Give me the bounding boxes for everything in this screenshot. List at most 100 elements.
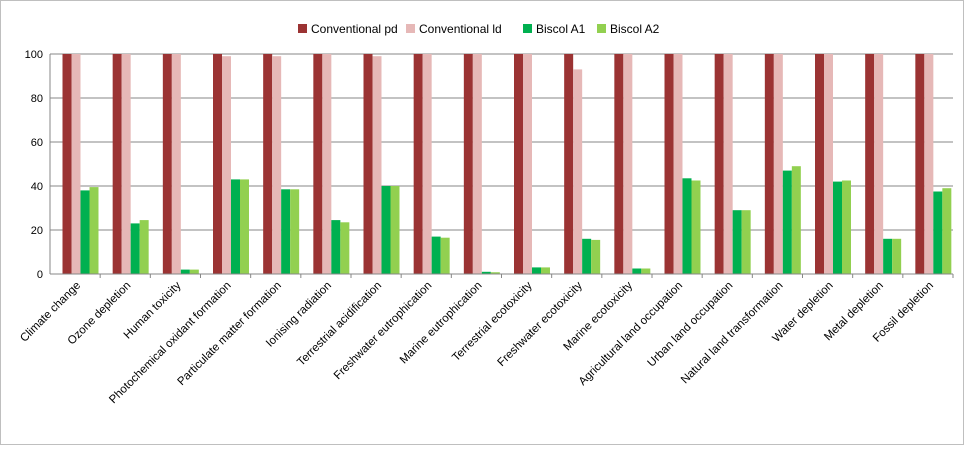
bars: [62, 54, 952, 275]
bar-conventional-pd-agricultural-land-occupation: [664, 54, 674, 274]
bar-biscol-a2-fossil-depletion: [942, 188, 952, 274]
bar-biscol-a2-photochemical-oxidant-formation: [240, 179, 249, 274]
bar-biscol-a2-particulate-matter-formation: [290, 189, 300, 274]
bar-conventional-ld-agricultural-land-occupation: [673, 54, 683, 274]
bar-conventional-ld-urban-land-occupation: [723, 54, 733, 274]
bar-biscol-a1-marine-ecotoxicity: [632, 268, 642, 274]
bar-conventional-pd-natural-land-transformation: [764, 54, 774, 274]
bar-conventional-pd-ionising-radiation: [313, 54, 323, 274]
bar-biscol-a2-natural-land-transformation: [791, 166, 801, 274]
bar-biscol-a1-urban-land-occupation: [732, 210, 742, 274]
bar-biscol-a1-freshwater-eutrophication: [431, 236, 441, 274]
bar-conventional-ld-metal-depletion: [874, 54, 884, 274]
y-tick-label-40: 40: [31, 181, 43, 193]
bar-biscol-a1-water-depletion: [833, 181, 842, 274]
bar-biscol-a1-particulate-matter-formation: [281, 189, 291, 274]
bar-biscol-a2-agricultural-land-occupation: [691, 180, 701, 274]
bar-conventional-ld-freshwater-ecotoxicity: [573, 69, 583, 275]
bar-biscol-a2-freshwater-eutrophication: [440, 237, 450, 274]
legend: Conventional pd Conventional ld Biscol A1 B…: [298, 22, 660, 36]
bar-conventional-pd-freshwater-eutrophication: [413, 54, 423, 274]
bar-biscol-a2-climate-change: [89, 187, 99, 274]
bar-conventional-ld-fossil-depletion: [924, 54, 934, 274]
bar-conventional-ld-marine-ecotoxicity: [623, 54, 633, 274]
bar-conventional-ld-photochemical-oxidant-formation: [222, 56, 231, 275]
legend-label-biscol-a2: Biscol A2: [610, 22, 660, 36]
bar-biscol-a1-terrestrial-ecotoxicity: [532, 267, 541, 274]
x-category-label-terrestrial-acidification: Terrestrial acidification: [295, 280, 384, 369]
bar-biscol-a1-freshwater-ecotoxicity: [582, 238, 592, 274]
bar-biscol-a1-metal-depletion: [883, 238, 893, 274]
bar-biscol-a2-freshwater-ecotoxicity: [591, 239, 601, 274]
bar-biscol-a1-climate-change: [80, 190, 90, 274]
bar-conventional-ld-terrestrial-ecotoxicity: [523, 54, 532, 274]
legend-swatch-conventional-pd: [298, 24, 307, 33]
bar-conventional-pd-marine-eutrophication: [463, 54, 473, 274]
x-category-label-marine-eutrophication: Marine eutrophication: [398, 280, 485, 367]
y-tick-label-100: 100: [25, 49, 43, 61]
x-category-label-particulate-matter-formation: Particulate matter formation: [175, 280, 283, 388]
legend-label-conventional-ld: Conventional ld: [419, 22, 502, 36]
bar-conventional-ld-ozone-depletion: [121, 54, 131, 274]
bar-biscol-a2-water-depletion: [842, 180, 851, 274]
bar-conventional-ld-freshwater-eutrophication: [422, 54, 432, 274]
bar-biscol-a1-photochemical-oxidant-formation: [231, 179, 240, 274]
bar-biscol-a2-human-toxicity: [189, 269, 199, 274]
bar-biscol-a1-natural-land-transformation: [782, 170, 792, 274]
bar-conventional-ld-natural-land-transformation: [773, 54, 783, 274]
bar-biscol-a2-terrestrial-ecotoxicity: [541, 267, 550, 274]
bar-biscol-a2-ionising-radiation: [340, 222, 350, 274]
y-tick-label-80: 80: [31, 93, 43, 105]
bar-conventional-ld-climate-change: [71, 54, 81, 274]
legend-swatch-conventional-ld: [406, 24, 415, 33]
y-tick-label-20: 20: [31, 225, 43, 237]
bar-conventional-pd-freshwater-ecotoxicity: [564, 54, 574, 274]
bar-conventional-pd-ozone-depletion: [112, 54, 122, 274]
bar-conventional-pd-photochemical-oxidant-formation: [213, 54, 222, 274]
axes: [49, 54, 954, 278]
bar-biscol-a2-ozone-depletion: [139, 220, 149, 274]
bar-conventional-pd-marine-ecotoxicity: [614, 54, 624, 274]
y-tick-label-0: 0: [37, 269, 43, 281]
bar-biscol-a1-terrestrial-acidification: [381, 186, 391, 274]
bar-biscol-a1-ionising-radiation: [331, 220, 341, 274]
bar-conventional-pd-water-depletion: [815, 54, 824, 274]
x-category-label-natural-land-transformation: Natural land transformation: [679, 280, 786, 387]
bar-conventional-ld-terrestrial-acidification: [372, 56, 382, 275]
bar-biscol-a1-fossil-depletion: [933, 191, 943, 274]
x-category-label-agricultural-land-occupation: Agricultural land occupation: [577, 280, 685, 388]
bar-conventional-pd-human-toxicity: [162, 54, 172, 274]
bar-conventional-ld-particulate-matter-formation: [272, 56, 282, 275]
bar-conventional-ld-human-toxicity: [171, 54, 181, 274]
legend-label-biscol-a1: Biscol A1: [536, 22, 586, 36]
x-category-label-freshwater-ecotoxicity: Freshwater ecotoxicity: [495, 279, 585, 369]
bar-biscol-a2-terrestrial-acidification: [390, 186, 400, 274]
x-category-label-urban-land-occupation: Urban land occupation: [646, 280, 736, 370]
x-category-label-freshwater-eutrophication: Freshwater eutrophication: [332, 280, 435, 383]
bar-conventional-pd-particulate-matter-formation: [263, 54, 273, 274]
bar-conventional-ld-ionising-radiation: [322, 54, 332, 274]
bar-biscol-a2-marine-ecotoxicity: [641, 268, 651, 274]
bar-conventional-pd-terrestrial-ecotoxicity: [514, 54, 523, 274]
y-tick-label-60: 60: [31, 137, 43, 149]
bar-biscol-a2-urban-land-occupation: [741, 210, 751, 274]
bar-biscol-a1-marine-eutrophication: [481, 271, 491, 274]
bar-conventional-pd-fossil-depletion: [915, 54, 925, 274]
bar-biscol-a1-agricultural-land-occupation: [682, 178, 692, 274]
bar-biscol-a1-human-toxicity: [180, 269, 190, 274]
bar-conventional-ld-water-depletion: [824, 54, 833, 274]
gridlines: [50, 53, 953, 231]
legend-label-conventional-pd: Conventional pd: [311, 22, 398, 36]
legend-swatch-biscol-a1: [523, 24, 532, 33]
bar-conventional-pd-climate-change: [62, 54, 72, 274]
bar-biscol-a2-metal-depletion: [892, 238, 902, 274]
bar-conventional-pd-urban-land-occupation: [714, 54, 724, 274]
bar-biscol-a1-ozone-depletion: [130, 223, 140, 274]
bar-conventional-pd-metal-depletion: [865, 54, 875, 274]
bar-conventional-pd-terrestrial-acidification: [363, 54, 373, 274]
bar-biscol-a2-marine-eutrophication: [490, 272, 500, 274]
bar-conventional-ld-marine-eutrophication: [472, 54, 482, 274]
